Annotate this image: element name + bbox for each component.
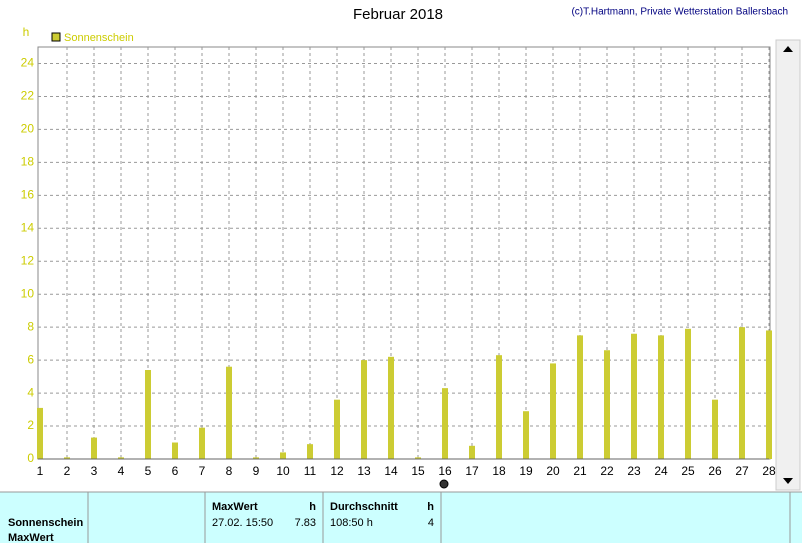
- bar: [604, 350, 610, 459]
- x-tick-label: 11: [304, 464, 317, 478]
- y-tick-label: 8: [27, 319, 34, 333]
- bar: [64, 457, 70, 459]
- x-tick-label: 7: [199, 464, 206, 478]
- y-tick-label: 6: [27, 352, 34, 366]
- x-tick-label: 3: [91, 464, 98, 478]
- x-tick-label: 18: [492, 464, 506, 478]
- bar: [415, 457, 421, 459]
- avg-value: 108:50 h: [330, 517, 373, 529]
- bar: [685, 328, 691, 459]
- x-tick-label: 21: [573, 464, 587, 478]
- y-tick-label: 2: [27, 418, 34, 432]
- bar: [361, 360, 367, 459]
- x-tick-label: 27: [735, 464, 749, 478]
- x-tick-label: 20: [546, 464, 560, 478]
- y-tick-label: 18: [21, 155, 35, 169]
- x-tick-label: 10: [276, 464, 290, 478]
- x-tick-label: 22: [600, 464, 614, 478]
- bar: [712, 399, 718, 459]
- max-value: 7.83: [295, 517, 316, 529]
- max-header: MaxWert: [212, 501, 258, 513]
- y-tick-label: 12: [21, 253, 35, 267]
- y-tick-label: 4: [27, 385, 34, 399]
- bar: [631, 333, 637, 459]
- bar: [334, 399, 340, 459]
- x-tick-label: 15: [411, 464, 425, 478]
- x-tick-label: 24: [654, 464, 668, 478]
- y-tick-label: 0: [27, 451, 34, 465]
- scrollbar[interactable]: [775, 39, 801, 491]
- bar: [253, 457, 259, 459]
- x-tick-label: 17: [465, 464, 479, 478]
- bar: [523, 411, 529, 459]
- y-tick-label: 10: [21, 286, 35, 300]
- x-tick-label: 19: [519, 464, 533, 478]
- marker-icon: [439, 479, 449, 489]
- x-tick-label: 4: [118, 464, 125, 478]
- bar: [91, 437, 97, 459]
- summary-bg: [0, 492, 802, 543]
- bar: [199, 427, 205, 459]
- legend-swatch: [51, 32, 61, 42]
- x-tick-label: 14: [384, 464, 398, 478]
- bar: [442, 388, 448, 459]
- bar: [118, 457, 124, 459]
- row-label: Sonnenschein: [8, 517, 83, 529]
- x-tick-label: 8: [226, 464, 233, 478]
- bar: [172, 442, 178, 459]
- x-tick-label: 28: [762, 464, 776, 478]
- y-tick-label: 20: [21, 122, 35, 136]
- y-tick-label: 16: [21, 187, 35, 201]
- chart-title: Februar 2018: [353, 6, 443, 23]
- bar: [496, 355, 502, 459]
- y-tick-label: 14: [21, 220, 35, 234]
- x-tick-label: 12: [330, 464, 344, 478]
- x-tick-label: 13: [357, 464, 371, 478]
- source: (c)T.Hartmann, Private Wetterstation Bal…: [571, 7, 788, 18]
- bar: [766, 330, 772, 459]
- bar: [388, 356, 394, 459]
- max-time: 27.02. 15:50: [212, 517, 273, 529]
- y-tick-label: 24: [21, 56, 35, 70]
- legend-label: Sonnenschein: [64, 32, 134, 44]
- bar: [145, 370, 151, 459]
- avg-header: Durchschnitt: [330, 501, 398, 513]
- x-tick-label: 23: [627, 464, 641, 478]
- row-sublabel: MaxWert: [8, 532, 54, 543]
- x-tick-label: 9: [253, 464, 260, 478]
- table-lines: [0, 491, 802, 543]
- bar: [469, 445, 475, 459]
- max-unit: h: [309, 501, 316, 513]
- y-axis-label: h: [23, 25, 30, 39]
- x-tick-label: 5: [145, 464, 152, 478]
- bar: [739, 327, 745, 459]
- x-tick-label: 1: [37, 464, 44, 478]
- bar: [550, 363, 556, 459]
- bar: [226, 366, 232, 459]
- bar: [280, 452, 286, 459]
- x-tick-label: 26: [708, 464, 722, 478]
- y-tick-label: 22: [21, 89, 35, 103]
- avg-count: 4: [428, 517, 434, 529]
- bar: [307, 444, 313, 459]
- avg-unit: h: [427, 501, 434, 513]
- bar: [658, 335, 664, 459]
- x-tick-label: 6: [172, 464, 179, 478]
- x-tick-label: 25: [681, 464, 695, 478]
- bar: [577, 335, 583, 459]
- x-tick-label: 2: [64, 464, 71, 478]
- x-tick-label: 16: [438, 464, 452, 478]
- bar: [37, 407, 43, 459]
